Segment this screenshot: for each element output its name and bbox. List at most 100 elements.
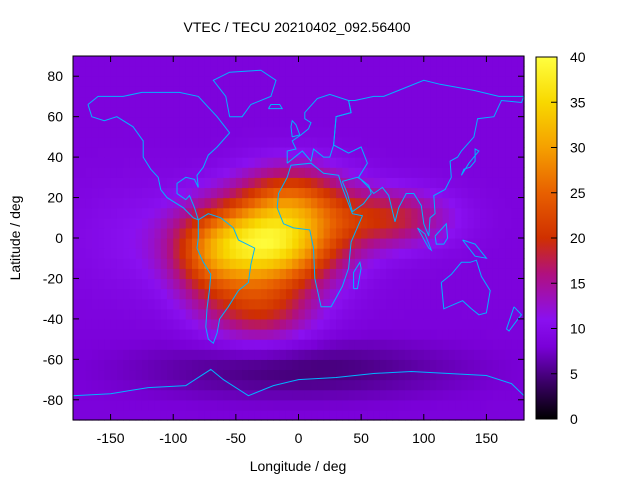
- heatmap-cell: [104, 379, 112, 391]
- heatmap-cell: [386, 379, 394, 391]
- heatmap-cell: [123, 76, 130, 87]
- heatmap-cell: [505, 157, 513, 168]
- heatmap-cell: [423, 136, 431, 148]
- heatmap-cell: [292, 258, 300, 269]
- heatmap-cell: [373, 116, 381, 128]
- heatmap-cell: [492, 389, 500, 401]
- heatmap-cell: [123, 318, 130, 330]
- heatmap-cell: [486, 197, 494, 209]
- heatmap-cell: [73, 258, 80, 269]
- heatmap-cell: [160, 248, 168, 259]
- heatmap-cell: [279, 157, 287, 168]
- heatmap-cell: [373, 409, 381, 421]
- heatmap-cell: [342, 136, 350, 148]
- heatmap-cell: [455, 96, 462, 108]
- heatmap-cell: [404, 359, 412, 371]
- heatmap-cell: [79, 409, 87, 421]
- heatmap-cell: [430, 389, 437, 401]
- heatmap-cell: [455, 298, 462, 310]
- heatmap-cell: [417, 116, 425, 128]
- heatmap-cell: [304, 399, 312, 411]
- heatmap-cell: [398, 147, 406, 158]
- heatmap-cell: [229, 288, 237, 300]
- heatmap-cell: [248, 197, 256, 209]
- heatmap-cell: [498, 278, 506, 290]
- heatmap-cell: [116, 66, 124, 77]
- heatmap-cell: [98, 349, 105, 360]
- heatmap-cell: [392, 399, 400, 411]
- heatmap-cell: [110, 187, 118, 199]
- heatmap-cell: [73, 329, 80, 340]
- heatmap-cell: [398, 96, 406, 108]
- heatmap-cell: [386, 329, 394, 340]
- heatmap-cell: [311, 339, 318, 350]
- heatmap-cell: [467, 389, 475, 401]
- heatmap-cell: [404, 268, 412, 280]
- heatmap-cell: [279, 278, 287, 290]
- heatmap-cell: [242, 359, 249, 371]
- heatmap-cell: [223, 339, 231, 350]
- heatmap-cell: [104, 126, 112, 138]
- heatmap-cell: [342, 187, 350, 199]
- heatmap-cell: [148, 248, 156, 259]
- heatmap-cell: [198, 298, 206, 310]
- heatmap-cell: [379, 258, 387, 269]
- heatmap-cell: [185, 187, 193, 199]
- heatmap-cell: [154, 167, 162, 178]
- heatmap-cell: [480, 86, 488, 98]
- heatmap-cell: [430, 369, 437, 381]
- heatmap-cell: [166, 329, 174, 340]
- heatmap-cell: [192, 177, 199, 189]
- coastline: [72, 368, 525, 397]
- heatmap-cell: [154, 369, 162, 381]
- heatmap-cell: [430, 56, 437, 67]
- heatmap-cell: [467, 359, 475, 371]
- heatmap-cell: [392, 136, 400, 148]
- heatmap-cell: [486, 116, 494, 128]
- heatmap-cell: [436, 76, 444, 87]
- heatmap-cell: [260, 248, 268, 259]
- heatmap-cell: [354, 177, 362, 189]
- heatmap-cell: [467, 187, 475, 199]
- heatmap-cell: [480, 258, 488, 269]
- heatmap-cell: [392, 227, 400, 239]
- heatmap-cell: [229, 116, 237, 128]
- heatmap-cell: [311, 66, 318, 77]
- heatmap-cell: [129, 56, 137, 67]
- heatmap-cell: [273, 298, 281, 310]
- heatmap-cell: [311, 288, 318, 300]
- heatmap-cell: [404, 339, 412, 350]
- heatmap-cell: [79, 227, 87, 239]
- heatmap-cell: [123, 106, 130, 118]
- heatmap-cell: [85, 369, 93, 381]
- heatmap-cell: [104, 369, 112, 381]
- heatmap-cell: [323, 258, 331, 269]
- heatmap-cell: [179, 207, 187, 219]
- heatmap-cell: [173, 349, 181, 360]
- heatmap-cell: [91, 359, 99, 371]
- heatmap-cell: [486, 308, 494, 320]
- heatmap-cell: [135, 308, 143, 320]
- heatmap-cell: [160, 217, 168, 229]
- heatmap-cell: [298, 76, 306, 87]
- heatmap-cell: [223, 187, 231, 199]
- heatmap-cell: [517, 177, 525, 189]
- heatmap-cell: [242, 227, 249, 239]
- heatmap-cell: [467, 349, 475, 360]
- heatmap-cell: [379, 389, 387, 401]
- heatmap-cell: [317, 339, 325, 350]
- heatmap-cell: [392, 389, 400, 401]
- heatmap-cell: [248, 238, 256, 249]
- heatmap-cell: [129, 126, 137, 138]
- colorbar-tick-label: 30: [570, 140, 586, 156]
- heatmap-cell: [336, 167, 343, 178]
- heatmap-cell: [323, 96, 331, 108]
- heatmap-cell: [185, 298, 193, 310]
- heatmap-cell: [148, 66, 156, 77]
- heatmap-cell: [367, 76, 375, 87]
- heatmap-cell: [492, 248, 500, 259]
- heatmap-cell: [254, 167, 262, 178]
- heatmap-cell: [436, 106, 444, 118]
- heatmap-cell: [517, 197, 525, 209]
- heatmap-cell: [404, 409, 412, 421]
